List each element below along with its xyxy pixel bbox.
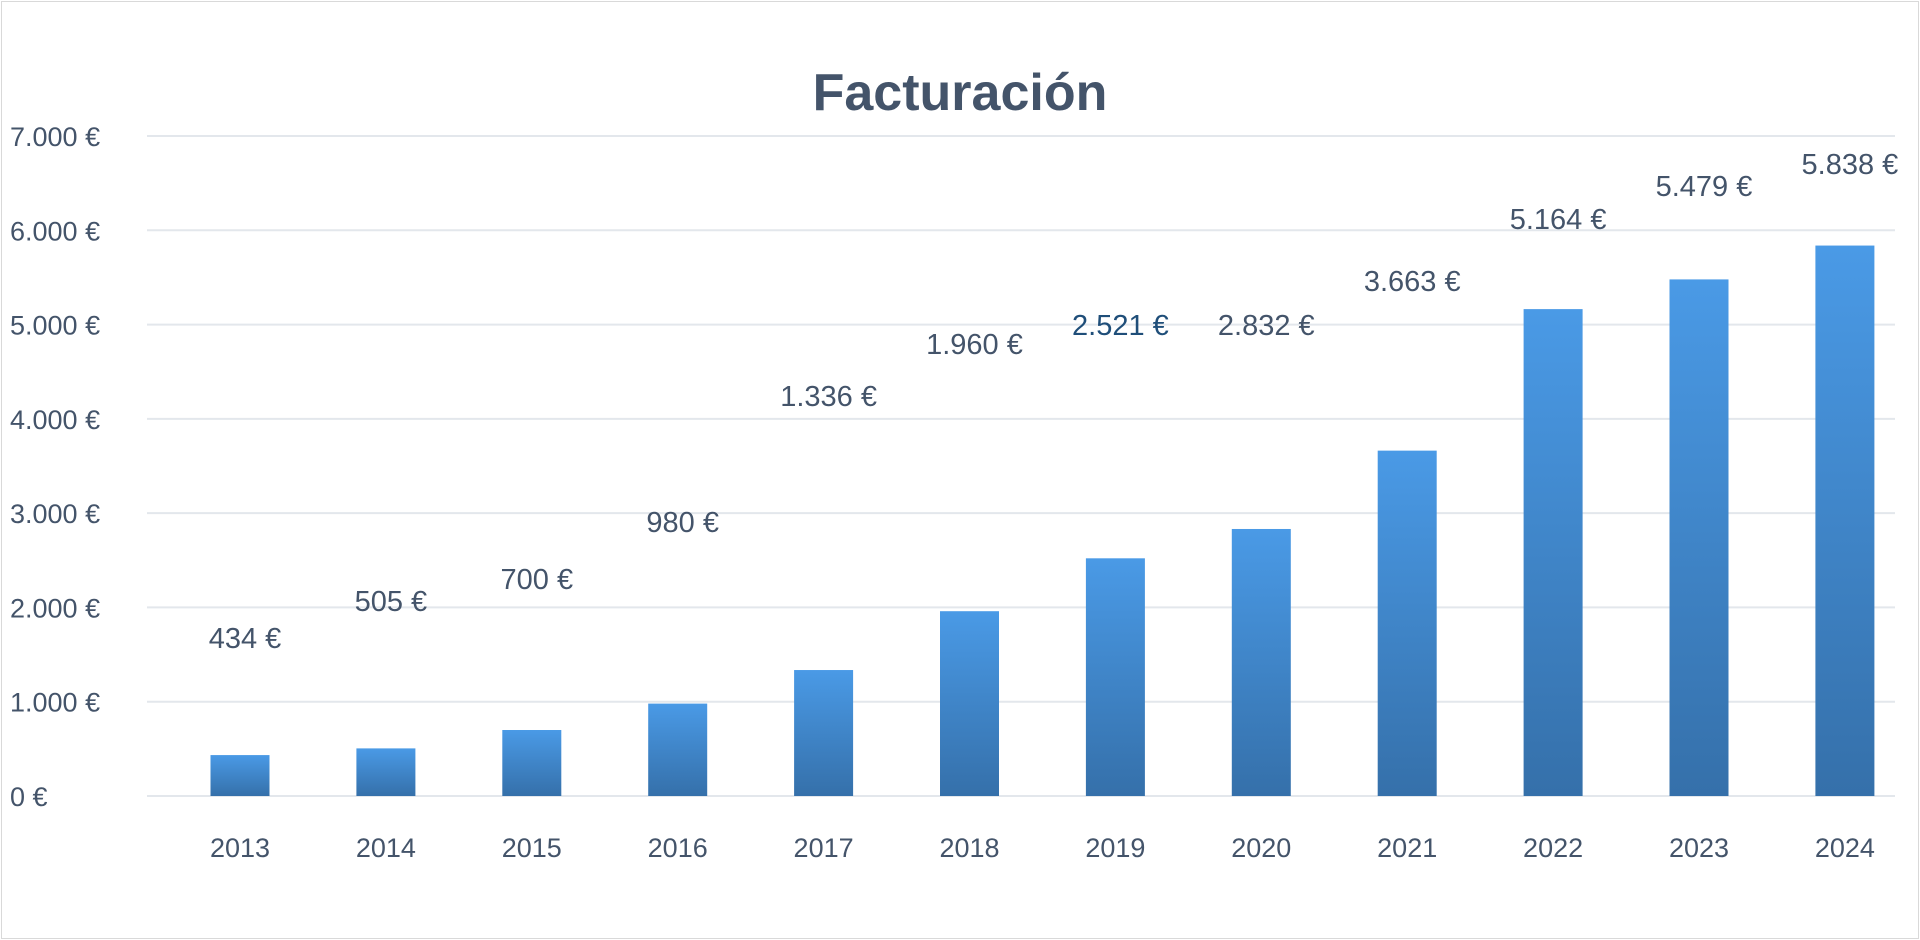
data-label: 505 €	[355, 586, 428, 618]
x-tick-label: 2019	[1085, 833, 1145, 863]
bar-2019	[1085, 558, 1145, 796]
x-tick-label: 2015	[502, 833, 562, 863]
data-label: 980 €	[646, 507, 719, 539]
y-tick-label: 0 €	[10, 782, 48, 812]
y-tick-label: 7.000 €	[10, 122, 100, 152]
data-label: 434 €	[209, 623, 282, 655]
bar-2021	[1377, 450, 1437, 796]
data-label: 3.663 €	[1364, 266, 1461, 298]
data-label: 700 €	[501, 564, 574, 596]
y-tick-label: 4.000 €	[10, 405, 100, 435]
x-tick-label: 2024	[1815, 833, 1875, 863]
bar-2024	[1815, 245, 1875, 796]
data-label: 1.960 €	[926, 329, 1023, 361]
x-tick-label: 2020	[1231, 833, 1291, 863]
y-tick-label: 5.000 €	[10, 311, 100, 341]
chart-title: Facturación	[813, 64, 1108, 122]
bar-2017	[794, 670, 854, 796]
data-label: 1.336 €	[780, 381, 877, 413]
y-tick-label: 6.000 €	[10, 216, 100, 246]
data-label: 5.164 €	[1510, 204, 1607, 236]
data-label: 5.838 €	[1802, 149, 1899, 181]
bar-2020	[1231, 528, 1291, 796]
y-tick-label: 1.000 €	[10, 688, 100, 718]
x-tick-label: 2017	[794, 833, 854, 863]
y-tick-label: 2.000 €	[10, 593, 100, 623]
bar-2016	[648, 703, 708, 796]
data-label: 5.479 €	[1656, 171, 1753, 203]
y-tick-label: 3.000 €	[10, 499, 100, 529]
bar-2022	[1523, 309, 1583, 796]
x-tick-label: 2013	[210, 833, 270, 863]
x-tick-label: 2021	[1377, 833, 1437, 863]
bar-2023	[1669, 279, 1729, 796]
data-label: 2.521 €	[1072, 310, 1169, 342]
bar-2018	[940, 611, 999, 796]
x-tick-label: 2014	[356, 833, 416, 863]
x-tick-label: 2016	[648, 833, 708, 863]
bar-2013	[210, 755, 270, 796]
x-tick-label: 2022	[1523, 833, 1583, 863]
bar-2014	[356, 748, 416, 796]
data-label: 2.832 €	[1218, 310, 1315, 342]
x-tick-label: 2023	[1669, 833, 1729, 863]
bar-2015	[502, 730, 562, 796]
x-tick-label: 2018	[939, 833, 999, 863]
